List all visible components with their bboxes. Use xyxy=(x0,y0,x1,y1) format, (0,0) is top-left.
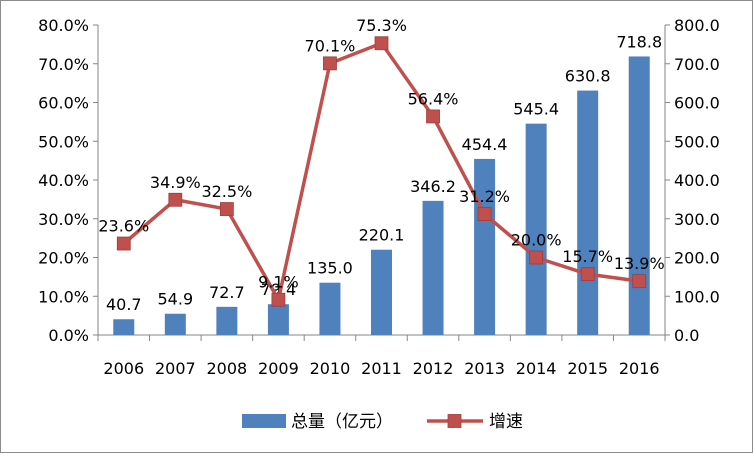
line-data-label: 32.5% xyxy=(201,182,252,201)
growth-marker xyxy=(323,56,337,71)
line-data-label: 34.9% xyxy=(150,173,201,192)
legend-bar-label: 总量（亿元） xyxy=(291,412,393,432)
line-data-label: 20.0% xyxy=(511,231,562,250)
line-data-label: 31.2% xyxy=(459,187,510,206)
x-axis-tick-label: 2010 xyxy=(310,359,351,378)
x-axis-tick-label: 2014 xyxy=(516,359,557,378)
bar-total xyxy=(371,249,392,335)
bar-data-label: 40.7 xyxy=(106,295,142,314)
bar-total xyxy=(474,158,496,335)
left-axis-tick-label: 70.0% xyxy=(38,55,89,74)
bar-total xyxy=(319,282,341,335)
growth-marker xyxy=(529,250,544,265)
bar-data-label: 630.8 xyxy=(565,67,611,86)
left-axis-tick-label: 50.0% xyxy=(38,132,89,151)
right-axis-tick-label: 0.0 xyxy=(674,326,699,345)
line-data-label: 15.7% xyxy=(562,247,613,266)
bar-data-label: 718.8 xyxy=(616,32,662,51)
growth-marker xyxy=(426,109,440,124)
growth-marker xyxy=(219,202,234,216)
legend-line-label: 增速 xyxy=(489,412,523,432)
x-axis-tick-label: 2016 xyxy=(619,359,660,378)
right-axis-tick-label: 200.0 xyxy=(674,249,720,268)
right-axis-tick-label: 300.0 xyxy=(674,210,720,229)
bar-total xyxy=(525,123,547,335)
left-axis-tick-label: 80.0% xyxy=(38,16,89,35)
left-axis-tick-label: 0.0% xyxy=(48,326,89,345)
bar-total xyxy=(577,90,599,335)
line-data-label: 13.9% xyxy=(614,254,665,273)
left-axis-tick-label: 60.0% xyxy=(38,94,89,113)
line-data-label: 70.1% xyxy=(305,36,356,55)
growth-marker xyxy=(374,36,389,51)
right-axis-tick-label: 700.0 xyxy=(674,55,720,74)
growth-marker xyxy=(477,207,492,222)
bar-data-label: 54.9 xyxy=(158,290,194,309)
x-axis-tick-label: 2007 xyxy=(155,359,196,378)
x-axis-tick-label: 2008 xyxy=(207,359,248,378)
x-axis-tick-label: 2009 xyxy=(258,359,299,378)
x-axis-tick-label: 2012 xyxy=(413,359,454,378)
line-data-label: 9.1% xyxy=(258,273,299,292)
line-data-label: 23.6% xyxy=(98,217,149,236)
bar-data-label: 220.1 xyxy=(359,226,405,245)
right-axis-tick-label: 500.0 xyxy=(674,132,720,151)
left-axis-tick-label: 40.0% xyxy=(38,171,89,190)
bar-total xyxy=(267,304,289,335)
line-data-label: 75.3% xyxy=(356,16,407,35)
right-axis-tick-label: 400.0 xyxy=(674,171,720,190)
bar-data-label: 545.4 xyxy=(513,100,559,119)
bar-data-label: 135.0 xyxy=(307,259,353,278)
bar-total xyxy=(164,313,186,335)
growth-marker xyxy=(632,274,647,289)
growth-marker xyxy=(271,292,286,307)
left-axis-tick-label: 10.0% xyxy=(38,287,89,306)
bar-total xyxy=(113,319,135,335)
growth-marker xyxy=(116,236,131,251)
x-axis-tick-label: 2015 xyxy=(567,359,608,378)
growth-marker xyxy=(168,192,183,207)
bar-data-label: 454.4 xyxy=(462,135,508,154)
x-axis-tick-label: 2013 xyxy=(464,359,505,378)
bar-total xyxy=(216,306,238,335)
bar-total xyxy=(628,56,650,336)
right-axis-tick-label: 800.0 xyxy=(674,16,720,35)
legend-line-marker xyxy=(447,414,462,428)
x-axis-tick-label: 2006 xyxy=(103,359,144,378)
bar-total xyxy=(422,200,444,335)
legend-bar-swatch xyxy=(242,414,286,428)
bar-data-label: 346.2 xyxy=(410,177,456,196)
right-axis-tick-label: 100.0 xyxy=(674,287,720,306)
right-axis-tick-label: 600.0 xyxy=(674,94,720,113)
line-data-label: 56.4% xyxy=(408,89,459,108)
left-axis-tick-label: 20.0% xyxy=(38,249,89,268)
bar-data-label: 72.7 xyxy=(209,283,245,302)
x-axis-tick-label: 2011 xyxy=(361,359,402,378)
left-axis-tick-label: 30.0% xyxy=(38,210,89,229)
growth-marker xyxy=(580,267,595,282)
